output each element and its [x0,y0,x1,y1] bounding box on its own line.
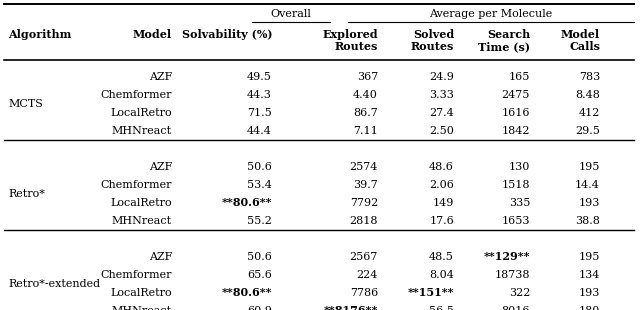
Text: 2.06: 2.06 [429,180,454,190]
Text: 53.4: 53.4 [247,180,272,190]
Text: 8.04: 8.04 [429,270,454,280]
Text: 2818: 2818 [349,216,378,226]
Text: Chemformer: Chemformer [100,270,172,280]
Text: MHNreact: MHNreact [112,126,172,136]
Text: 193: 193 [579,288,600,298]
Text: 193: 193 [579,198,600,208]
Text: Retro*-extended: Retro*-extended [8,279,100,289]
Text: 14.4: 14.4 [575,180,600,190]
Text: LocalRetro: LocalRetro [110,108,172,118]
Text: 1653: 1653 [502,216,530,226]
Text: 65.6: 65.6 [247,270,272,280]
Text: LocalRetro: LocalRetro [110,288,172,298]
Text: 48.6: 48.6 [429,162,454,172]
Text: 8.48: 8.48 [575,90,600,100]
Text: 86.7: 86.7 [353,108,378,118]
Text: 71.5: 71.5 [247,108,272,118]
Text: 180: 180 [579,306,600,310]
Text: Model: Model [561,29,600,41]
Text: AZF: AZF [148,72,172,82]
Text: **8176**: **8176** [324,305,378,310]
Text: 1842: 1842 [502,126,530,136]
Text: 3.33: 3.33 [429,90,454,100]
Text: 335: 335 [509,198,530,208]
Text: Average per Molecule: Average per Molecule [429,9,552,19]
Text: 165: 165 [509,72,530,82]
Text: 130: 130 [509,162,530,172]
Text: 412: 412 [579,108,600,118]
Text: 195: 195 [579,252,600,262]
Text: LocalRetro: LocalRetro [110,198,172,208]
Text: 39.7: 39.7 [353,180,378,190]
Text: 17.6: 17.6 [429,216,454,226]
Text: 1518: 1518 [502,180,530,190]
Text: 367: 367 [356,72,378,82]
Text: Model: Model [133,29,172,41]
Text: 29.5: 29.5 [575,126,600,136]
Text: Algorithm: Algorithm [8,29,72,41]
Text: 195: 195 [579,162,600,172]
Text: Calls: Calls [569,42,600,52]
Text: **80.6**: **80.6** [221,197,272,209]
Text: 322: 322 [509,288,530,298]
Text: 48.5: 48.5 [429,252,454,262]
Text: 1616: 1616 [502,108,530,118]
Text: 2.50: 2.50 [429,126,454,136]
Text: Solvability (%): Solvability (%) [182,29,272,41]
Text: 224: 224 [356,270,378,280]
Text: 55.2: 55.2 [247,216,272,226]
Text: **80.6**: **80.6** [221,287,272,299]
Text: 8016: 8016 [502,306,530,310]
Text: Time (s): Time (s) [478,42,530,52]
Text: **151**: **151** [408,287,454,299]
Text: Solved: Solved [413,29,454,41]
Text: Routes: Routes [335,42,378,52]
Text: 38.8: 38.8 [575,216,600,226]
Text: Search: Search [487,29,530,41]
Text: MCTS: MCTS [8,99,43,109]
Text: MHNreact: MHNreact [112,306,172,310]
Text: 44.4: 44.4 [247,126,272,136]
Text: Explored: Explored [323,29,378,41]
Text: 50.6: 50.6 [247,252,272,262]
Text: Chemformer: Chemformer [100,90,172,100]
Text: 44.3: 44.3 [247,90,272,100]
Text: **129**: **129** [483,251,530,263]
Text: Retro*: Retro* [8,189,45,199]
Text: AZF: AZF [148,252,172,262]
Text: 2574: 2574 [349,162,378,172]
Text: 149: 149 [433,198,454,208]
Text: 7.11: 7.11 [353,126,378,136]
Text: Routes: Routes [411,42,454,52]
Text: 2475: 2475 [502,90,530,100]
Text: Chemformer: Chemformer [100,180,172,190]
Text: 49.5: 49.5 [247,72,272,82]
Text: 56.5: 56.5 [429,306,454,310]
Text: MHNreact: MHNreact [112,216,172,226]
Text: 27.4: 27.4 [429,108,454,118]
Text: 2567: 2567 [349,252,378,262]
Text: 783: 783 [579,72,600,82]
Text: 7786: 7786 [349,288,378,298]
Text: AZF: AZF [148,162,172,172]
Text: Overall: Overall [271,9,312,19]
Text: 134: 134 [579,270,600,280]
Text: 50.6: 50.6 [247,162,272,172]
Text: 60.9: 60.9 [247,306,272,310]
Text: 24.9: 24.9 [429,72,454,82]
Text: 4.40: 4.40 [353,90,378,100]
Text: 18738: 18738 [495,270,530,280]
Text: 7792: 7792 [349,198,378,208]
